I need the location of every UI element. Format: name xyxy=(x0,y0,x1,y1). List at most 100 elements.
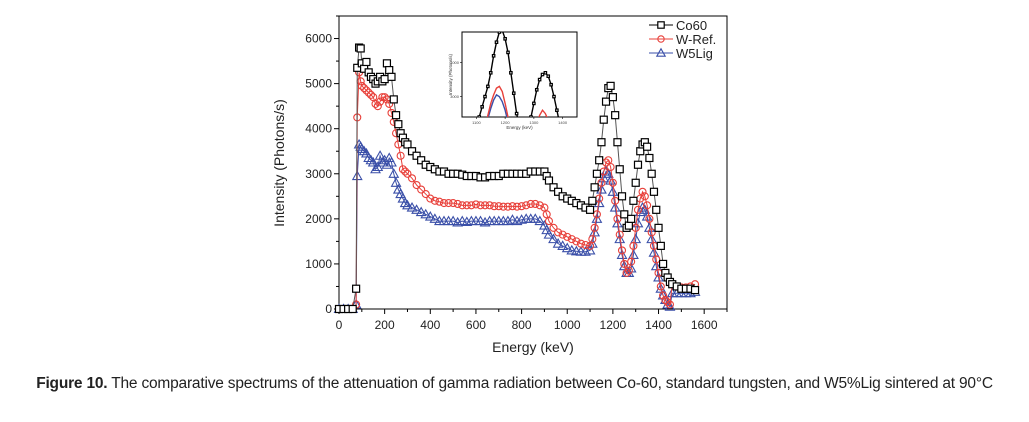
inset-data-point xyxy=(503,36,507,41)
legend-label: Co60 xyxy=(676,18,707,33)
data-point xyxy=(607,186,619,196)
legend-label: W5Lig xyxy=(676,46,713,61)
data-point xyxy=(581,240,590,250)
data-point xyxy=(407,147,417,156)
data-point xyxy=(588,196,597,205)
data-point xyxy=(476,201,485,210)
data-point xyxy=(394,120,403,129)
data-point xyxy=(596,183,607,194)
data-point xyxy=(636,147,645,156)
data-point xyxy=(407,174,417,183)
data-point xyxy=(567,235,576,244)
data-point xyxy=(517,202,526,211)
data-point xyxy=(417,156,426,165)
data-point xyxy=(388,168,400,178)
data-point xyxy=(356,44,365,53)
x-tick-label: 0 xyxy=(336,318,343,332)
data-point xyxy=(380,75,389,84)
caption-text: The comparative spectrums of the attenua… xyxy=(107,375,993,392)
inset-series-co60 xyxy=(477,32,569,165)
inset-data-point xyxy=(477,115,482,117)
inset-x-tick-label: 1300 xyxy=(529,120,539,125)
inset-x-tick-label: 1100 xyxy=(472,120,481,125)
data-point xyxy=(362,86,371,95)
data-point xyxy=(611,111,620,120)
inset-data-point xyxy=(532,101,536,106)
data-point xyxy=(435,197,444,206)
data-point xyxy=(362,57,371,67)
data-point xyxy=(611,196,620,205)
data-point xyxy=(653,271,664,282)
data-point xyxy=(475,215,486,226)
data-point xyxy=(387,72,396,81)
data-point xyxy=(412,180,421,190)
inset-data-point xyxy=(497,32,502,34)
legend-label: W-Ref. xyxy=(676,32,716,47)
inset-frame xyxy=(461,31,578,118)
data-point xyxy=(643,222,655,232)
data-point xyxy=(352,284,361,293)
data-point xyxy=(401,167,410,176)
data-point xyxy=(549,223,558,232)
data-point xyxy=(616,249,628,259)
data-point xyxy=(543,229,555,239)
inset-data-point xyxy=(543,70,548,75)
x-axis: 0 200 400 600 800 1000 1200 1400 1600 xyxy=(336,309,728,332)
data-point xyxy=(620,210,629,219)
inset-x-tick-label: 1200 xyxy=(501,120,511,125)
data-point xyxy=(590,223,599,232)
x-tick-label: 1600 xyxy=(691,318,718,332)
data-point xyxy=(544,217,554,226)
inset-data-point xyxy=(567,163,569,165)
data-point xyxy=(591,213,603,223)
data-point xyxy=(382,59,392,68)
data-point xyxy=(633,205,643,214)
inset-y-tick-label: 3000 xyxy=(450,94,460,99)
data-point xyxy=(552,238,564,248)
inset-data-point xyxy=(540,72,545,77)
data-point xyxy=(360,84,369,93)
data-point xyxy=(507,214,518,224)
data-point xyxy=(512,202,522,211)
y-axis: 0 1000 2000 3000 4000 5000 6000 xyxy=(305,15,339,316)
data-point xyxy=(499,202,508,211)
data-point xyxy=(647,169,656,178)
data-point xyxy=(403,140,412,149)
plot-area xyxy=(338,15,728,310)
inset-data-point xyxy=(561,136,563,138)
data-point xyxy=(363,152,375,163)
inset-y-axis-label: Intensity (Photons/s) xyxy=(448,53,453,95)
data-point xyxy=(462,201,471,210)
data-point xyxy=(645,214,654,223)
data-point xyxy=(398,165,407,174)
x-tick-label: 1400 xyxy=(645,318,672,332)
inset-x-tick-label: 1400 xyxy=(558,120,568,125)
y-tick-label: 2000 xyxy=(305,212,332,226)
data-point xyxy=(561,242,573,253)
data-point xyxy=(631,178,640,187)
data-point xyxy=(658,259,668,269)
data-point xyxy=(624,221,633,230)
data-point xyxy=(549,183,558,192)
data-point xyxy=(371,99,380,108)
data-point xyxy=(544,176,554,185)
data-point xyxy=(663,298,672,307)
data-point xyxy=(522,201,531,210)
inset-data-point xyxy=(549,82,553,87)
legend-item: Co60 xyxy=(649,18,707,33)
data-point xyxy=(358,145,370,156)
y-tick-label: 4000 xyxy=(305,122,332,136)
data-point xyxy=(370,163,381,174)
inset-data-point xyxy=(494,40,499,45)
data-point xyxy=(481,201,490,210)
data-point xyxy=(365,154,377,165)
series-co60 xyxy=(334,43,700,314)
x-tick-label: 1200 xyxy=(600,318,627,332)
data-point xyxy=(554,187,563,196)
data-point xyxy=(411,204,423,214)
x-axis-label: Energy (keV) xyxy=(492,339,574,355)
plot-frame xyxy=(338,15,728,310)
x-tick-label: 1000 xyxy=(554,318,581,332)
data-point xyxy=(608,93,617,102)
y-tick-label: 1000 xyxy=(305,257,332,271)
